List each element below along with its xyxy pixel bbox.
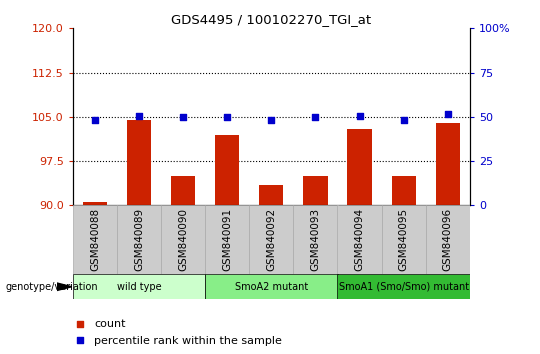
Bar <box>338 274 470 299</box>
Point <box>355 113 364 119</box>
Point <box>443 111 452 117</box>
Bar <box>347 129 372 205</box>
Text: GSM840094: GSM840094 <box>355 208 365 272</box>
Bar <box>127 120 151 205</box>
Bar <box>205 274 338 299</box>
Text: SmoA1 (Smo/Smo) mutant: SmoA1 (Smo/Smo) mutant <box>339 282 469 292</box>
Bar <box>171 176 195 205</box>
Bar <box>382 205 426 274</box>
Bar <box>117 205 161 274</box>
Text: percentile rank within the sample: percentile rank within the sample <box>94 336 282 346</box>
Bar <box>73 205 117 274</box>
Bar <box>259 185 284 205</box>
Point <box>223 114 232 120</box>
Point <box>91 117 99 122</box>
Text: GSM840095: GSM840095 <box>399 208 409 272</box>
Text: count: count <box>94 319 126 329</box>
Point <box>135 113 144 119</box>
Text: GSM840091: GSM840091 <box>222 208 232 272</box>
Bar <box>73 274 205 299</box>
Bar <box>436 123 460 205</box>
Point <box>179 114 187 120</box>
Bar <box>205 205 249 274</box>
Bar <box>303 176 328 205</box>
Text: GSM840088: GSM840088 <box>90 208 100 272</box>
Bar <box>249 205 293 274</box>
Point <box>399 117 408 122</box>
Bar <box>161 205 205 274</box>
Text: genotype/variation: genotype/variation <box>5 282 98 292</box>
Bar <box>215 135 239 205</box>
Bar <box>426 205 470 274</box>
Bar <box>83 202 107 205</box>
Text: GSM840093: GSM840093 <box>310 208 320 272</box>
Bar <box>293 205 338 274</box>
Bar <box>338 205 382 274</box>
Bar <box>392 176 416 205</box>
Text: GSM840089: GSM840089 <box>134 208 144 272</box>
Text: SmoA2 mutant: SmoA2 mutant <box>235 282 308 292</box>
Point <box>76 338 84 343</box>
Point <box>311 114 320 120</box>
Point <box>267 117 275 122</box>
Polygon shape <box>57 283 72 291</box>
Text: GSM840092: GSM840092 <box>266 208 276 272</box>
Title: GDS4495 / 100102270_TGI_at: GDS4495 / 100102270_TGI_at <box>171 13 372 26</box>
Text: wild type: wild type <box>117 282 161 292</box>
Text: GSM840090: GSM840090 <box>178 209 188 271</box>
Text: GSM840096: GSM840096 <box>443 208 453 272</box>
Point <box>76 321 84 327</box>
